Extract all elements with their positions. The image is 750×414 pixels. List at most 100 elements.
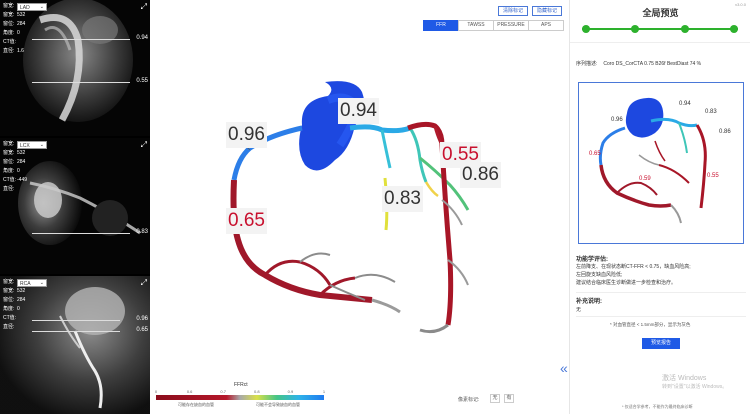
hide-marks-button[interactable]: 隐藏标记 — [531, 6, 562, 16]
field-label: 直径: — [3, 324, 15, 330]
field-label: CT值: — [3, 177, 17, 183]
field-label: 窗宽: — [3, 150, 15, 156]
thumb-ffr-label: 0.86 — [719, 129, 731, 135]
legend-caption-right: 可能不会导致缺血的血管 — [256, 402, 300, 407]
ffr-marker: 0.65 — [136, 327, 148, 333]
gray-vessel-note: * 对血管直径 < 1.5mm部分，显示为灰色 — [610, 322, 691, 327]
pixel-mark-option-none[interactable]: 无 — [490, 394, 500, 403]
pixel-mark-label: 像素标记: — [458, 397, 480, 403]
field-value: -449 — [17, 177, 28, 183]
step-dot[interactable] — [582, 25, 590, 33]
marker-line — [32, 233, 130, 234]
legend-title: FFRct — [234, 382, 248, 388]
field-value: 1.6 — [17, 48, 24, 54]
legend-ticks: 0 0.6 0.7 0.8 0.9 1 — [154, 389, 326, 395]
function-eval-line: 左回旋支缺血风险低; — [576, 272, 623, 278]
legend-tick: 1 — [322, 389, 326, 394]
thumb-ffr-label: 0.96 — [611, 117, 623, 123]
thumb-ffr-label: 0.83 — [705, 109, 717, 115]
disclaimer-footnote: * 仅适合学参考，不能作为最终临床诊断 — [622, 404, 693, 409]
step-dot[interactable] — [631, 25, 639, 33]
vessel-select-rca[interactable]: RCA ⌄ — [17, 278, 47, 287]
expand-icon[interactable]: ⤢ — [140, 278, 147, 287]
result-tabs: FFR TAWSS PRESSURE APS — [423, 20, 564, 31]
panel-title: 全局预览 — [642, 8, 679, 18]
field-label: 直径: — [3, 48, 15, 54]
progress-line — [582, 28, 738, 30]
field-value: 0 — [17, 30, 20, 36]
ffr-label-0.96[interactable]: 0.96 — [226, 122, 267, 148]
vessel-3d-viewer[interactable]: 清除标记 隐藏标记 FFR TAWSS PRESSURE APS — [150, 0, 568, 414]
vessel-select-value: LCX — [20, 142, 30, 149]
vessel-label: 窗宽: — [3, 141, 15, 147]
ffr-marker: 0.94 — [136, 35, 148, 41]
mark-toolbar: 清除标记 隐藏标记 — [497, 6, 562, 16]
marker-line — [32, 331, 120, 332]
field-label: 角度: — [3, 30, 15, 36]
step-dot[interactable] — [730, 25, 738, 33]
tab-aps[interactable]: APS — [528, 20, 564, 31]
field-value: 532 — [17, 150, 26, 156]
ffr-label-0.94[interactable]: 0.94 — [338, 98, 379, 124]
vessel-select-lcx[interactable]: LCX ⌄ — [17, 140, 47, 149]
expand-icon[interactable]: ⤢ — [140, 2, 147, 11]
field-value: 284 — [17, 297, 26, 303]
field-label: 角度: — [3, 306, 15, 312]
supplement-title: 补充说明: — [576, 299, 602, 305]
field-value: 532 — [17, 12, 26, 18]
field-value: 284 — [17, 159, 26, 165]
ffr-label-0.83[interactable]: 0.83 — [382, 186, 423, 212]
ct-column: 窗宽: LAD ⌄ 窗宽: 532 窗位: 284 角度: 0 CT值: 直径: 1.6 … — [0, 0, 150, 414]
sequence-label: 序列描述: — [576, 61, 598, 67]
ffr-marker: 0.96 — [136, 316, 148, 322]
collapse-panel-icon[interactable]: « — [560, 360, 568, 376]
sequence-description: 序列描述: Coro DS_CorCTA 0.75 B26f BestDiast … — [576, 60, 701, 67]
progress-steps — [582, 25, 738, 33]
function-eval-text: 左前降支、在现状态断CT-FFR < 0.75，缺血风险高; 左回旋支缺血风险低… — [576, 263, 746, 287]
thumb-ffr-label: 0.94 — [679, 101, 691, 107]
field-value: 532 — [17, 288, 26, 294]
field-value: 284 — [17, 21, 26, 27]
preview-report-button[interactable]: 预览报告 — [642, 338, 680, 349]
field-label: CT值: — [3, 315, 17, 321]
ct-panel-lad[interactable]: 窗宽: LAD ⌄ 窗宽: 532 窗位: 284 角度: 0 CT值: 直径: 1.6 … — [0, 0, 150, 136]
coronary-tree-model[interactable] — [150, 0, 568, 380]
ct-panel-lcx[interactable]: 窗宽: LCX ⌄ 窗宽: 532 窗位: 284 角度: 0 CT值: -449 直径:… — [0, 138, 150, 274]
function-eval-line: 左前降支、在现状态断CT-FFR < 0.75，缺血风险高; — [576, 264, 691, 270]
marker-line — [32, 82, 130, 83]
legend-tick: 0 — [154, 389, 158, 394]
legend-tick: 0.6 — [186, 389, 193, 394]
clear-marks-button[interactable]: 清除标记 — [497, 6, 528, 16]
divider — [570, 42, 750, 43]
vessel-label: 窗宽: — [3, 3, 15, 9]
vessel-select-value: RCA — [20, 280, 31, 287]
ffr-marker: 0.55 — [136, 78, 148, 84]
supplement-value: 无 — [576, 307, 582, 313]
field-label: 窗位: — [3, 21, 15, 27]
global-preview-panel: v3.0.0 全局预览 序列描述: Coro DS_CorCTA 0.75 B26… — [569, 0, 750, 414]
windows-activation-watermark: 激活 Windows 转到"设置"以激活 Windows。 — [662, 374, 727, 392]
legend-tick: 0.8 — [254, 389, 260, 394]
expand-icon[interactable]: ⤢ — [140, 140, 147, 149]
ct-info-lcx: 窗宽: LCX ⌄ 窗宽: 532 窗位: 284 角度: 0 CT值: -449 直径: — [3, 140, 47, 194]
ffr-label-0.86[interactable]: 0.86 — [460, 162, 501, 188]
legend-tick: 0.9 — [287, 389, 294, 394]
marker-line — [32, 320, 120, 321]
legend-gradient-bar — [156, 395, 324, 400]
divider — [576, 292, 746, 293]
vessel-select-lad[interactable]: LAD ⌄ — [17, 2, 47, 11]
legend-caption-left: 可能存在缺血的血管 — [178, 402, 214, 407]
thumb-ffr-label: 0.65 — [589, 151, 601, 157]
step-dot[interactable] — [681, 25, 689, 33]
function-eval-title: 功能学评估: — [576, 257, 608, 263]
field-value: 0 — [17, 306, 20, 312]
field-label: 窗宽: — [3, 12, 15, 18]
divider — [576, 316, 746, 317]
field-label: 窗宽: — [3, 288, 15, 294]
global-preview-thumbnail[interactable]: 0.96 0.94 0.83 0.86 0.65 0.59 0.55 — [578, 82, 744, 244]
chevron-down-icon: ⌄ — [39, 141, 44, 148]
legend-tick: 0.7 — [220, 389, 226, 394]
pixel-mark-option-yes[interactable]: 有 — [504, 394, 514, 403]
ct-panel-rca[interactable]: 窗宽: RCA ⌄ 窗宽: 532 窗位: 284 角度: 0 CT值: 直径: ⤢ 0… — [0, 276, 150, 414]
ffr-label-0.65[interactable]: 0.65 — [226, 208, 267, 234]
